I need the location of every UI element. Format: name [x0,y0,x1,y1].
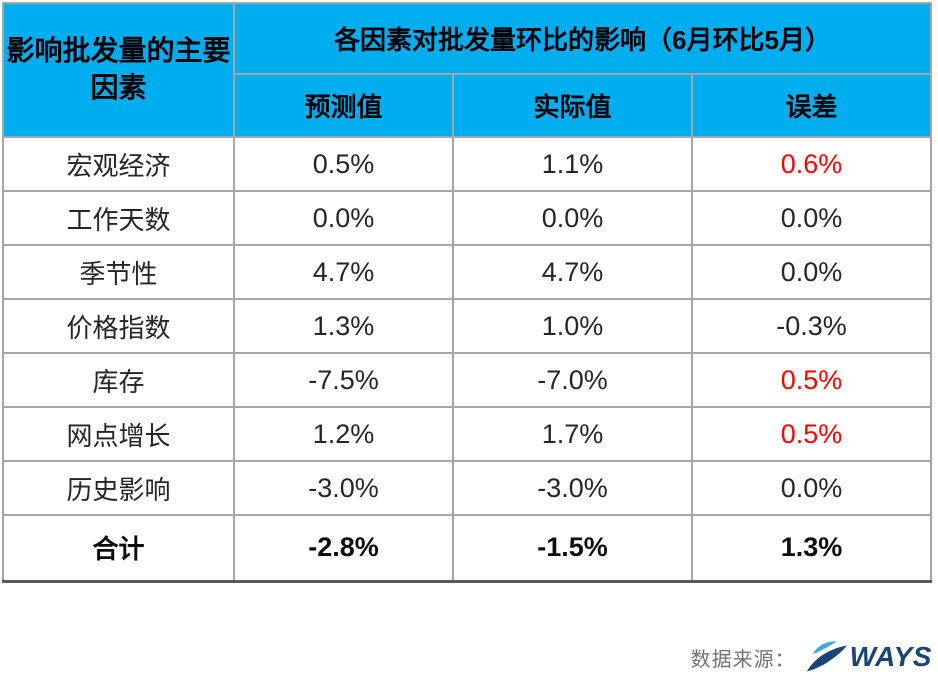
factor-label: 网点增长 [2,406,235,462]
table-row: 历史影响 -3.0% -3.0% 0.0% [2,460,933,516]
error-cell: 0.0% [690,244,933,300]
table-row: 季节性 4.7% 4.7% 0.0% [2,244,933,300]
actual-cell: 0.0% [452,190,693,246]
forecast-cell: -7.5% [233,352,454,408]
header-row-span: 影响批发量的主要因素 各因素对批发量环比的影响（6月环比5月） [2,2,933,138]
total-label: 合计 [2,514,235,582]
actual-cell: 1.0% [452,298,693,354]
total-error-cell: 1.3% [690,514,933,582]
col-header-forecast: 预测值 [233,73,454,138]
ways-logo-text: WAYS [849,641,932,672]
actual-cell: 1.7% [452,406,693,462]
table-row: 库存 -7.5% -7.0% 0.5% [2,352,933,408]
factor-label: 工作天数 [2,190,235,246]
error-cell: -0.3% [690,298,933,354]
total-actual-cell: -1.5% [452,514,693,582]
factor-label: 宏观经济 [2,136,235,192]
actual-cell: -3.0% [452,460,693,516]
forecast-cell: 0.5% [233,136,454,192]
corner-header: 影响批发量的主要因素 [2,2,235,138]
actual-cell: -7.0% [452,352,693,408]
error-cell: 0.0% [690,190,933,246]
ways-swoosh-icon [806,641,847,672]
actual-cell: 4.7% [452,244,693,300]
header-row-columns: 预测值 实际值 误差 [3,73,933,138]
factor-label: 历史影响 [2,460,235,516]
ways-logo: WAYS [804,639,932,675]
total-forecast-cell: -2.8% [233,514,454,582]
forecast-cell: 1.3% [233,298,454,354]
table-row: 网点增长 1.2% 1.7% 0.5% [2,406,933,462]
table-row: 价格指数 1.3% 1.0% -0.3% [2,298,933,354]
factor-label: 库存 [2,352,235,408]
forecast-cell: 4.7% [233,244,454,300]
error-cell: 0.6% [690,136,933,192]
factor-label: 季节性 [2,244,235,300]
error-cell: 0.5% [690,352,933,408]
error-cell: 0.0% [690,460,933,516]
col-header-actual: 实际值 [452,73,693,138]
total-row: 合计 -2.8% -1.5% 1.3% [2,514,933,582]
forecast-cell: -3.0% [233,460,454,516]
table-row: 宏观经济 0.5% 1.1% 0.6% [2,136,933,192]
span-header: 各因素对批发量环比的影响（6月环比5月） [232,2,933,75]
source-footer: 数据来源： WAYS [691,636,932,678]
table-row: 工作天数 0.0% 0.0% 0.0% [2,190,933,246]
source-label: 数据来源： [690,648,796,671]
actual-cell: 1.1% [452,136,693,192]
forecast-cell: 0.0% [233,190,454,246]
col-header-error: 误差 [690,73,933,138]
impact-factors-table: 影响批发量的主要因素 各因素对批发量环比的影响（6月环比5月） 预测值 实际值 … [2,2,933,583]
error-cell: 0.5% [690,406,933,462]
forecast-cell: 1.2% [233,406,454,462]
factor-label: 价格指数 [2,298,235,354]
